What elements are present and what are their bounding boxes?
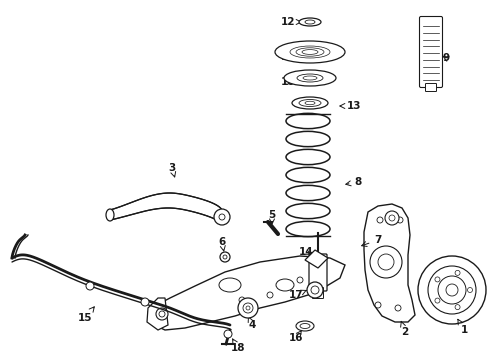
Ellipse shape <box>297 74 323 82</box>
FancyBboxPatch shape <box>313 288 323 298</box>
Circle shape <box>311 286 319 294</box>
FancyBboxPatch shape <box>419 17 442 87</box>
Circle shape <box>86 282 94 290</box>
Circle shape <box>141 298 149 306</box>
Circle shape <box>238 298 258 318</box>
Text: 6: 6 <box>219 237 225 251</box>
Ellipse shape <box>300 324 310 328</box>
Ellipse shape <box>159 311 165 317</box>
Ellipse shape <box>296 321 314 331</box>
Circle shape <box>395 305 401 311</box>
Circle shape <box>385 211 399 225</box>
Text: 17: 17 <box>289 290 306 300</box>
Text: 13: 13 <box>340 101 361 111</box>
Polygon shape <box>148 256 345 330</box>
Text: 9: 9 <box>442 53 449 63</box>
Polygon shape <box>364 204 415 322</box>
Circle shape <box>378 254 394 270</box>
Circle shape <box>307 282 323 298</box>
FancyBboxPatch shape <box>425 84 437 91</box>
Circle shape <box>224 330 232 338</box>
Text: 7: 7 <box>362 235 382 247</box>
Ellipse shape <box>276 279 294 291</box>
Circle shape <box>267 292 273 298</box>
Circle shape <box>243 303 253 313</box>
Circle shape <box>428 266 476 314</box>
Text: 1: 1 <box>458 319 467 335</box>
Text: 15: 15 <box>78 307 94 323</box>
Text: 12: 12 <box>281 17 301 27</box>
Text: 11: 11 <box>281 52 295 62</box>
Circle shape <box>467 288 472 292</box>
Circle shape <box>297 277 303 283</box>
Circle shape <box>397 217 403 223</box>
Circle shape <box>446 284 458 296</box>
Circle shape <box>455 305 460 310</box>
Text: 4: 4 <box>248 317 256 330</box>
Circle shape <box>438 276 466 304</box>
Ellipse shape <box>305 101 315 105</box>
Ellipse shape <box>292 97 328 109</box>
Circle shape <box>239 297 245 303</box>
Circle shape <box>370 246 402 278</box>
Text: 18: 18 <box>231 339 245 353</box>
Circle shape <box>455 270 460 275</box>
Circle shape <box>375 302 381 308</box>
Ellipse shape <box>284 70 336 86</box>
Circle shape <box>214 209 230 225</box>
Circle shape <box>219 214 225 220</box>
Ellipse shape <box>299 18 321 26</box>
Ellipse shape <box>156 308 168 320</box>
Circle shape <box>223 255 227 259</box>
Polygon shape <box>147 298 168 330</box>
Text: 8: 8 <box>346 177 362 187</box>
Text: 10: 10 <box>281 77 295 87</box>
Circle shape <box>377 217 383 223</box>
Ellipse shape <box>299 99 321 107</box>
FancyBboxPatch shape <box>309 254 327 291</box>
Ellipse shape <box>305 20 315 24</box>
Ellipse shape <box>303 76 317 80</box>
Circle shape <box>389 215 395 221</box>
Circle shape <box>435 277 440 282</box>
Circle shape <box>418 256 486 324</box>
Ellipse shape <box>106 209 114 221</box>
Text: 2: 2 <box>401 321 409 337</box>
Polygon shape <box>110 193 222 224</box>
Text: 5: 5 <box>269 210 275 224</box>
Circle shape <box>220 252 230 262</box>
Text: 16: 16 <box>289 330 303 343</box>
Ellipse shape <box>275 41 345 63</box>
Circle shape <box>246 306 250 310</box>
Polygon shape <box>305 250 328 268</box>
Circle shape <box>435 298 440 303</box>
Text: 14: 14 <box>299 247 313 257</box>
Ellipse shape <box>219 278 241 292</box>
Text: 3: 3 <box>169 163 175 177</box>
